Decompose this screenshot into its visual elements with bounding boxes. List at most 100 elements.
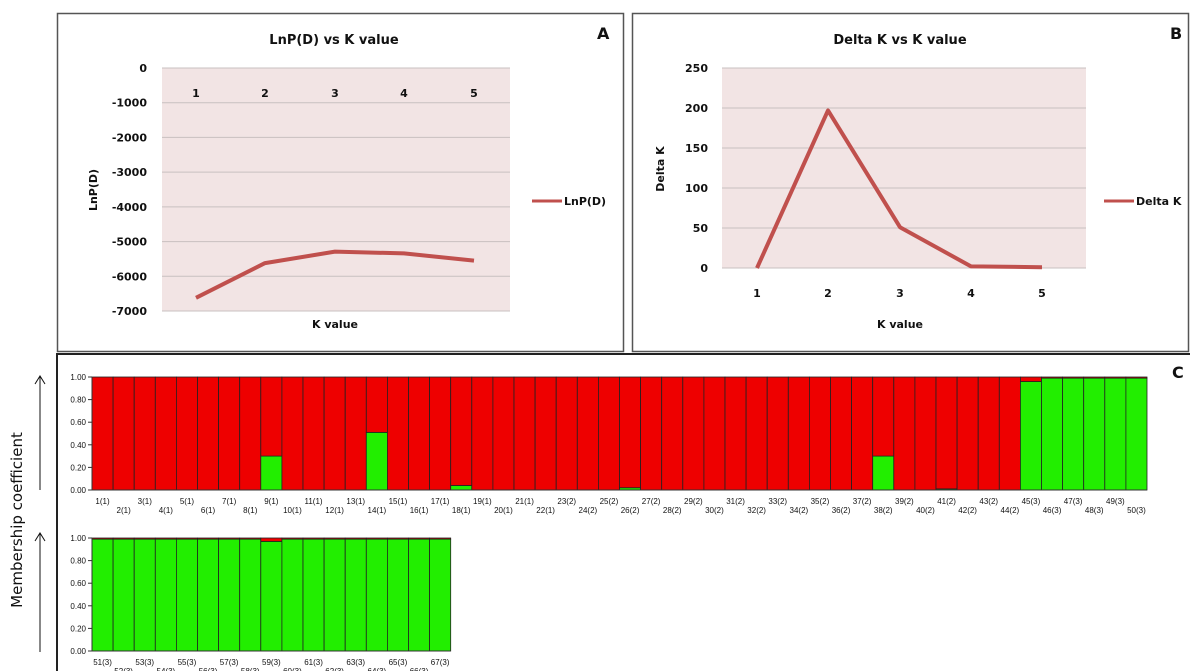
membership-bar-chart-row-2: 0.000.200.400.600.801.0051(3)52(3)53(3)5… [70, 534, 452, 671]
bar-segment-series-1 [1083, 377, 1106, 491]
bar-segment-series-2 [302, 537, 325, 540]
bar-segment-series-2 [661, 376, 684, 491]
x-tick-label: 27(2) [642, 497, 661, 506]
bar-segment-series-2 [281, 537, 304, 540]
y-tick-label: 50 [693, 222, 709, 235]
x-tick-label: 49(3) [1106, 497, 1125, 506]
x-tick-label: 9(1) [264, 497, 279, 506]
bar-segment-series-1 [154, 538, 177, 652]
x-tick-label: 4 [967, 287, 975, 300]
y-tick-label: 200 [685, 102, 708, 115]
bar-segment-series-1 [408, 538, 431, 652]
bar-segment-series-2 [513, 376, 536, 491]
y-tick-label: -4000 [112, 201, 148, 214]
x-tick-label: 10(1) [283, 506, 302, 515]
bar-segment-series-2 [239, 376, 262, 491]
x-tick-label: 23(2) [557, 497, 576, 506]
bar-segment-series-2 [344, 376, 367, 491]
bar-segment-series-1 [365, 538, 388, 652]
x-tick-label: 43(2) [979, 497, 998, 506]
x-tick-label: 5(1) [180, 497, 195, 506]
bar-segment-series-1 [260, 455, 283, 491]
bar-segment-series-1 [112, 538, 135, 652]
bar-segment-series-2 [787, 376, 810, 491]
bar-segment-series-2 [154, 537, 177, 540]
bar-segment-series-2 [133, 376, 156, 491]
bar-segment-series-2 [935, 376, 958, 490]
x-tick-label: 22(1) [536, 506, 555, 515]
x-tick-label: 1 [192, 87, 200, 100]
bar-segment-series-1 [429, 538, 452, 652]
y-tick-label: 0 [139, 62, 147, 75]
delta-k-series-line [755, 108, 1043, 270]
chart-b-legend-label: Delta K [1136, 195, 1182, 208]
x-tick-label: 24(2) [579, 506, 598, 515]
bar-segment-series-2 [745, 376, 768, 491]
x-tick-label: 6(1) [201, 506, 216, 515]
x-tick-label: 52(3) [114, 667, 133, 671]
bar-segment-series-2 [1083, 376, 1106, 379]
x-tick-label: 17(1) [431, 497, 450, 506]
bar-segment-series-1 [1020, 381, 1042, 491]
bar-segment-series-1 [281, 538, 304, 652]
x-tick-label: 5 [1038, 287, 1046, 300]
bar-segment-series-2 [154, 376, 177, 491]
x-tick-label: 48(3) [1085, 506, 1104, 515]
x-tick-label: 28(2) [663, 506, 682, 515]
bar-segment-series-1 [1062, 377, 1085, 491]
x-tick-label: 8(1) [243, 506, 258, 515]
x-tick-label: 25(2) [600, 497, 619, 506]
bar-segment-series-2 [260, 376, 283, 457]
bar-segment-series-1 [1125, 377, 1148, 491]
x-tick-label: 21(1) [515, 497, 534, 506]
y-tick-label: 0.00 [70, 647, 86, 656]
bar-segment-series-2 [218, 537, 241, 540]
x-tick-label: 53(3) [135, 658, 154, 667]
x-tick-label: 37(2) [853, 497, 872, 506]
arrow-up-icon [34, 375, 46, 490]
x-tick-label: 38(2) [874, 506, 893, 515]
membership-coefficient-label: Membership coefficient [8, 432, 26, 608]
bar-segment-series-2 [1062, 376, 1085, 379]
y-tick-label: -5000 [112, 236, 148, 249]
bar-segment-series-2 [197, 537, 220, 540]
chart-b-plot-area [722, 68, 1086, 268]
bar-segment-series-1 [872, 455, 895, 491]
bar-segment-series-2 [619, 376, 642, 489]
bar-segment-series-2 [260, 537, 283, 542]
x-tick-label: 15(1) [389, 497, 408, 506]
y-tick-label: -6000 [112, 270, 148, 283]
bar-segment-series-2 [956, 376, 979, 491]
x-tick-label: 63(3) [346, 658, 365, 667]
bar-segment-series-2 [386, 376, 409, 491]
x-tick-label: 36(2) [832, 506, 851, 515]
bar-segment-series-2 [724, 376, 747, 491]
panel-letter-a: A [597, 24, 610, 43]
y-tick-label: 100 [685, 182, 708, 195]
x-tick-label: 29(2) [684, 497, 703, 506]
x-tick-label: 3 [331, 87, 339, 100]
y-tick-label: -3000 [112, 166, 148, 179]
bar-segment-series-2 [766, 376, 789, 491]
x-tick-label: 19(1) [473, 497, 492, 506]
x-tick-label: 45(3) [1022, 497, 1041, 506]
x-tick-label: 7(1) [222, 497, 237, 506]
x-tick-label: 64(3) [368, 667, 387, 671]
bar-segment-series-2 [1020, 376, 1042, 382]
x-tick-label: 51(3) [93, 658, 112, 667]
bar-segment-series-2 [175, 376, 198, 491]
x-tick-label: 41(2) [937, 497, 956, 506]
bar-segment-series-2 [344, 537, 367, 540]
x-tick-label: 47(3) [1064, 497, 1083, 506]
chart-a-plot-area [162, 68, 510, 311]
x-tick-label: 13(1) [346, 497, 365, 506]
x-tick-label: 56(3) [199, 667, 218, 671]
x-tick-label: 2(1) [117, 506, 132, 515]
bar-segment-series-2 [429, 376, 452, 491]
bar-segment-series-1 [91, 538, 114, 652]
bar-segment-series-2 [429, 537, 452, 540]
x-tick-label: 33(2) [768, 497, 787, 506]
bar-segment-series-2 [492, 376, 515, 491]
bar-segment-series-1 [260, 540, 283, 652]
